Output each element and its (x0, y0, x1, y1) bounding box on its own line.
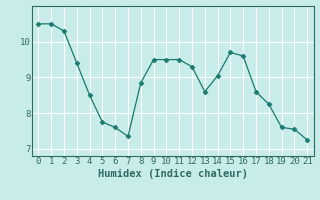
X-axis label: Humidex (Indice chaleur): Humidex (Indice chaleur) (98, 169, 248, 179)
